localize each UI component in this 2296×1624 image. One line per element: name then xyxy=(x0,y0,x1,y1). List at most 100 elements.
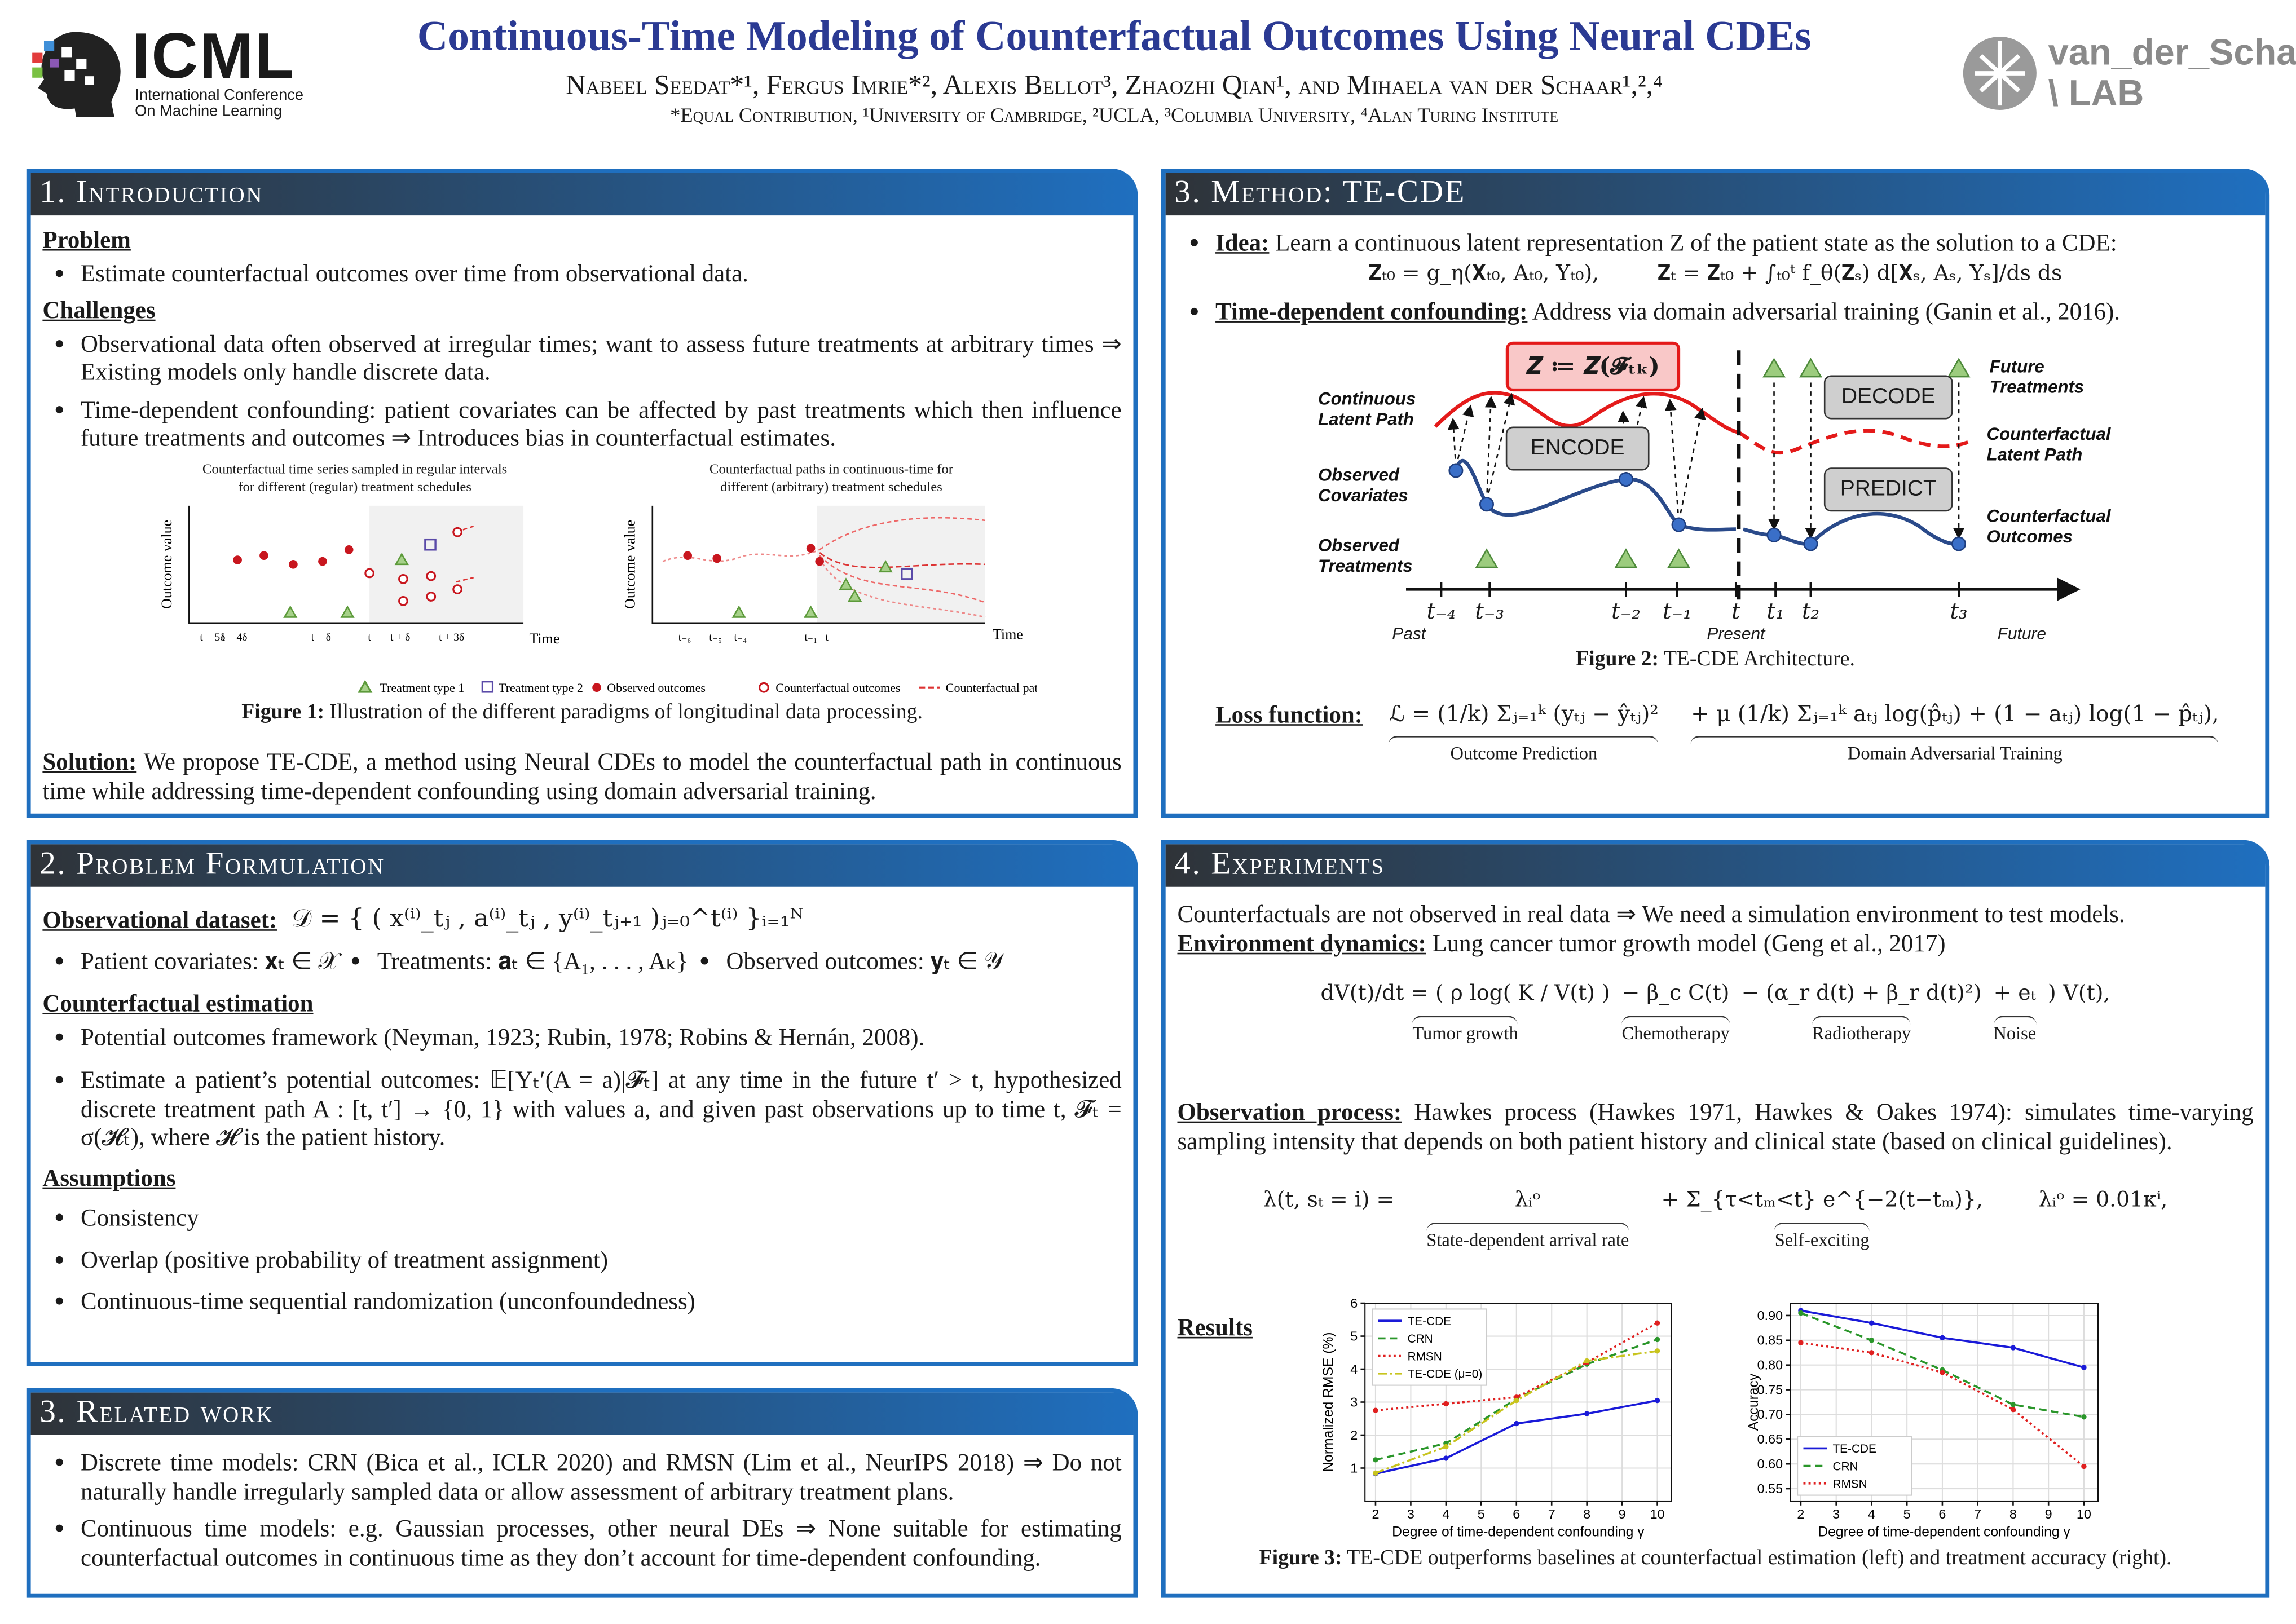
results-row: Results 1 2 3 4 5 6 2 3 4 5 6 7 8 9 10 Degree of time-d… xyxy=(1177,1293,2253,1545)
bullet-list: Potential outcomes framework (Neyman, 19… xyxy=(42,1022,1122,1151)
bullet: Observed outcomes: 𝐲ₜ ∈ 𝒴 xyxy=(726,946,1003,975)
figure-title-line: Counterfactual paths in continuous-time … xyxy=(709,462,954,478)
authors: Nabeel Seedat*¹, Fergus Imrie*², Alexis … xyxy=(566,70,1663,102)
bullet-row: Patient covariates: 𝐱ₜ ∈ 𝒳 Treatments: 𝐚… xyxy=(42,946,1121,983)
brace-label: Domain Adversarial Training xyxy=(1691,735,2219,768)
bullet: Estimate a patient’s potential outcomes:… xyxy=(81,1066,1122,1151)
data-point xyxy=(1513,1420,1519,1427)
bullet: Estimate counterfactual outcomes over ti… xyxy=(81,259,1122,288)
x-tick-label: 10 xyxy=(1650,1507,1664,1521)
figure-caption: Figure 2: TE-CDE Architecture. xyxy=(1177,646,2253,674)
period-label: Present xyxy=(1707,625,1765,643)
subheading: Counterfactual estimation xyxy=(42,989,314,1018)
bullet-list: Estimate counterfactual outcomes over ti… xyxy=(42,259,1121,288)
figure-title-line: different (arbitrary) treatment schedule… xyxy=(720,480,942,495)
formula: − β_c C(t) xyxy=(1621,982,1730,1006)
data-point xyxy=(2010,1345,2016,1351)
section-title: 3. Method: TE-CDE xyxy=(1165,173,2266,216)
x-tick-label: 7 xyxy=(1974,1507,1981,1521)
conference-name: ICML xyxy=(131,20,296,92)
x-tick-label: 8 xyxy=(2009,1507,2017,1521)
figure-title: Counterfactual paths in continuous-time … xyxy=(633,461,1029,496)
tick-label: t − δ xyxy=(311,631,331,643)
x-tick-label: 8 xyxy=(1583,1507,1590,1521)
data-point xyxy=(1372,1470,1378,1476)
data-point xyxy=(1868,1320,1874,1326)
plot-frame xyxy=(1364,1303,1672,1502)
x-tick-label: 2 xyxy=(1372,1507,1379,1521)
y-tick-label: 2 xyxy=(1350,1428,1358,1442)
bullet-list: Observational data often observed at irr… xyxy=(42,329,1122,452)
caption-text: TE-CDE Architecture. xyxy=(1663,647,1855,671)
brace-label: Self-exciting xyxy=(1774,1221,1870,1255)
y-tick-label: 6 xyxy=(1350,1296,1358,1310)
brace-label: State-dependent arrival rate xyxy=(1426,1221,1629,1255)
figure-2-drawing xyxy=(1406,350,2081,601)
legend-label: Counterfactual paths xyxy=(946,680,1037,694)
data-point xyxy=(1939,1370,1945,1375)
data-point xyxy=(1654,1348,1660,1354)
x-tick-label: 7 xyxy=(1548,1507,1555,1521)
bullet: Consistency xyxy=(81,1203,1122,1232)
legend-label: TE-CDE (μ=0) xyxy=(1407,1368,1482,1381)
series-line xyxy=(1375,1322,1658,1411)
x-tick-label: 6 xyxy=(1513,1507,1520,1521)
x-tick-label: 6 xyxy=(1938,1507,1946,1521)
y-axis-label: Normalized RMSE (%) xyxy=(1321,1332,1336,1472)
diagram-label: Continuous Latent Path xyxy=(1318,387,1416,429)
encode-box: ENCODE xyxy=(1505,426,1650,470)
bullet: Time-dependent confounding: Address via … xyxy=(1215,298,2254,326)
timeline-tick-label: t xyxy=(1731,597,1740,624)
data-point xyxy=(1939,1335,1945,1341)
axis-label: Time xyxy=(993,625,1023,642)
tick-label: t − 4δ xyxy=(222,631,247,643)
bullet: Observational data often observed at irr… xyxy=(81,329,1122,386)
y-tick-label: 4 xyxy=(1350,1362,1358,1376)
bullet: Idea: Learn a continuous latent represen… xyxy=(1215,229,2254,258)
paragraph: Counterfactuals are not observed in real… xyxy=(1177,900,2125,928)
legend-label: Treatment type 1 xyxy=(380,680,464,694)
y-tick-label: 0.75 xyxy=(1757,1382,1783,1397)
inline-label: Observation process: xyxy=(1177,1098,1402,1126)
period-label: Past xyxy=(1392,625,1426,643)
data-point xyxy=(1868,1338,1874,1343)
formula: ℒ = (1/k) Σⱼ₌₁ᵏ (yₜⱼ − ŷₜⱼ)² xyxy=(1389,700,1659,727)
brace-label: Outcome Prediction xyxy=(1389,735,1659,768)
formula: ) V(t), xyxy=(2047,982,2110,1006)
section-content: Discrete time models: CRN (Bica et al., … xyxy=(31,1435,1134,1572)
legend-label: Observed outcomes xyxy=(607,680,706,694)
conference-line: On Machine Learning xyxy=(135,102,283,121)
section-problem-formulation: 2. Problem Formulation Observational dat… xyxy=(26,840,1138,1366)
icml-logo-icon xyxy=(32,32,121,117)
decode-box: DECODE xyxy=(1823,374,1953,419)
legend-label: CRN xyxy=(1407,1332,1433,1345)
legend-label: CRN xyxy=(1832,1460,1858,1473)
x-tick-label: 4 xyxy=(1868,1507,1875,1521)
y-tick-label: 0.90 xyxy=(1757,1308,1783,1323)
legend-label: Counterfactual outcomes xyxy=(775,680,900,694)
subheading: Assumptions xyxy=(42,1163,176,1191)
data-point xyxy=(1443,1401,1449,1407)
caption-label: Figure 3: xyxy=(1259,1546,1342,1570)
formula: 𝒟 = { ( x⁽ⁱ⁾_tⱼ , a⁽ⁱ⁾_tⱼ , y⁽ⁱ⁾_tⱼ₊₁ )ⱼ… xyxy=(292,904,804,934)
section-title: 3. Related work xyxy=(30,1392,1134,1436)
figure-1: Counterfactual time series sampled in re… xyxy=(157,461,1037,699)
x-tick-label: 3 xyxy=(1407,1507,1414,1521)
data-point xyxy=(2010,1402,2016,1407)
figure-title-line: for different (regular) treatment schedu… xyxy=(238,480,471,495)
tick-label: t xyxy=(368,631,371,643)
y-tick-label: 0.60 xyxy=(1757,1457,1783,1471)
legend-label: Treatment type 2 xyxy=(499,680,583,694)
bullet-list: Time-dependent confounding: Address via … xyxy=(1177,298,2253,326)
figure-2: 𝒁 ≔ 𝒁(𝓕ₜₖ) ENCODE DECODE PREDICT Continu… xyxy=(1318,338,2139,648)
dynamics-equation: dV(t)/dt = ( ρ log( K / V(t) ) Tumor grow… xyxy=(1177,981,2253,1083)
lab-logo-icon xyxy=(1963,36,2037,110)
bullet: Continuous time models: e.g. Gaussian pr… xyxy=(81,1514,1122,1571)
data-point xyxy=(1443,1444,1449,1450)
subheading: Challenges xyxy=(42,296,156,324)
tick-label: t + δ xyxy=(390,631,410,643)
section-title: 1. Introduction xyxy=(30,173,1134,216)
figure-caption: Figure 3: TE-CDE outperforms baselines a… xyxy=(1177,1545,2253,1574)
